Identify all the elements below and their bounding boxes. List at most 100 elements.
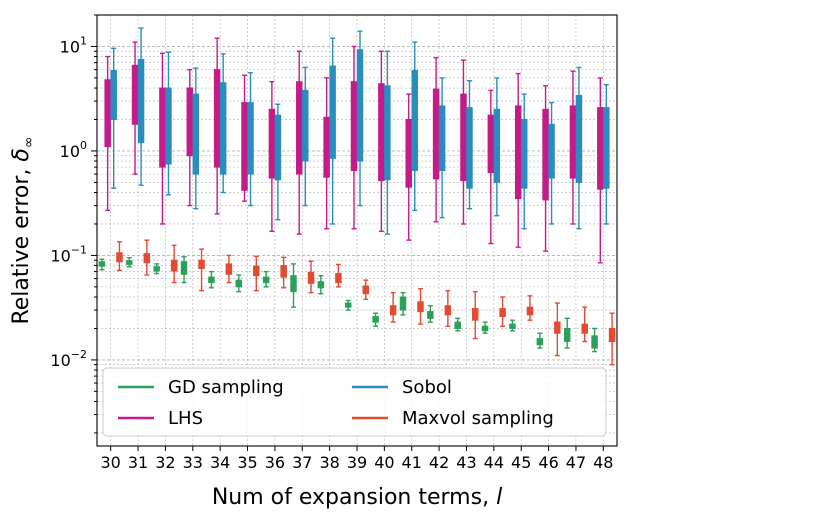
box-sobol <box>247 72 254 207</box>
box-sobol <box>603 84 610 225</box>
box-iqr <box>186 87 194 157</box>
x-tick-label: 34 <box>210 453 230 472</box>
box-sobol <box>219 53 227 194</box>
box-maxvol-sampling <box>581 306 588 343</box>
box-lhs <box>378 50 385 233</box>
x-tick-label: 39 <box>347 453 367 472</box>
x-tick-label: 32 <box>155 453 175 472</box>
box-maxvol-sampling <box>389 291 397 323</box>
box-sobol <box>274 103 282 221</box>
data-marks <box>98 27 616 366</box>
x-tick-label: 44 <box>484 453 504 472</box>
box-maxvol-sampling <box>499 296 506 327</box>
legend-box <box>102 367 607 437</box>
box-iqr <box>575 94 583 183</box>
box-maxvol-sampling <box>335 263 342 288</box>
box-sobol <box>192 67 200 210</box>
box-sobol <box>384 50 391 235</box>
box-iqr <box>438 105 446 171</box>
box-iqr <box>432 88 440 180</box>
y-tick-label: 101 <box>60 34 87 56</box>
x-tick-label: 30 <box>101 453 121 472</box>
x-tick-label: 42 <box>429 453 449 472</box>
x-tick-label: 46 <box>538 453 558 472</box>
box-iqr <box>597 107 604 190</box>
box-sobol <box>520 93 528 230</box>
x-axis-label: Num of expansion terms, l <box>212 485 502 510</box>
box-iqr <box>110 69 117 120</box>
legend-label: Sobol <box>402 377 452 398</box>
box-iqr <box>247 102 254 175</box>
box-lhs <box>542 85 549 252</box>
box-maxvol-sampling <box>417 288 424 325</box>
axes: 101 100 10−1 10−2 30 31 32 33 34 35 36 37 38 39 40 41 42… <box>9 14 618 510</box>
box-iqr <box>165 87 172 165</box>
x-tick-label: 35 <box>237 453 257 472</box>
box-maxvol-sampling <box>307 260 315 294</box>
y-tick-label: 10−2 <box>50 348 87 370</box>
box-iqr <box>219 82 227 175</box>
box-maxvol-sampling <box>526 295 534 321</box>
x-tick-label: 31 <box>128 453 148 472</box>
box-sobol <box>356 30 364 207</box>
box-gd-sampling <box>591 327 598 353</box>
box-iqr <box>487 114 495 174</box>
box-maxvol-sampling <box>554 302 561 357</box>
box-gd-sampling <box>262 270 270 288</box>
box-sobol <box>575 66 583 230</box>
box-sobol <box>548 101 555 225</box>
box-sobol <box>493 77 501 217</box>
box-lhs <box>405 93 412 241</box>
y-tick-label: 100 <box>60 139 87 161</box>
box-gd-sampling <box>454 317 461 332</box>
box-gd-sampling <box>399 291 407 316</box>
box-iqr <box>290 275 297 293</box>
box-iqr <box>542 108 549 201</box>
box-maxvol-sampling <box>143 239 151 276</box>
box-gd-sampling <box>153 263 160 275</box>
box-iqr <box>514 105 522 200</box>
x-tick-label: 37 <box>292 453 312 472</box>
box-maxvol-sampling <box>608 312 616 366</box>
box-iqr <box>296 81 303 175</box>
box-iqr <box>213 69 221 168</box>
box-gd-sampling <box>290 263 297 308</box>
box-iqr <box>520 118 528 189</box>
box-gd-sampling <box>126 257 133 268</box>
box-gd-sampling <box>98 258 106 271</box>
box-sobol <box>137 27 145 186</box>
box-lhs <box>186 68 194 207</box>
box-iqr <box>329 65 336 159</box>
box-gd-sampling <box>235 274 243 293</box>
box-iqr <box>274 114 282 181</box>
box-iqr <box>131 64 139 125</box>
box-iqr <box>411 69 418 171</box>
box-iqr <box>104 79 111 148</box>
box-gd-sampling <box>481 321 489 334</box>
box-maxvol-sampling <box>280 256 287 289</box>
x-tick-label: 45 <box>511 453 531 472</box>
box-iqr <box>350 81 358 171</box>
box-iqr <box>554 321 561 334</box>
x-tick-label: 33 <box>183 453 203 472</box>
box-gd-sampling <box>536 332 544 349</box>
box-iqr <box>608 327 616 343</box>
box-maxvol-sampling <box>444 289 452 327</box>
box-iqr <box>192 93 200 175</box>
y-tick-label: 10−1 <box>50 243 87 265</box>
box-iqr <box>548 123 555 179</box>
x-tick-label: 41 <box>402 453 422 472</box>
y-axis-label: Relative error, δ∞ <box>9 136 37 324</box>
box-iqr <box>159 87 166 168</box>
box-lhs <box>569 70 577 225</box>
box-maxvol-sampling <box>362 279 369 301</box>
box-iqr <box>335 273 342 284</box>
box-iqr <box>356 49 364 162</box>
box-maxvol-sampling <box>471 290 479 340</box>
box-iqr <box>569 105 577 179</box>
box-gd-sampling <box>208 270 215 289</box>
x-tick-label: 43 <box>456 453 476 472</box>
box-sobol <box>110 47 117 189</box>
legend: GD sampling Sobol LHS Maxvol sampling <box>102 367 607 437</box>
